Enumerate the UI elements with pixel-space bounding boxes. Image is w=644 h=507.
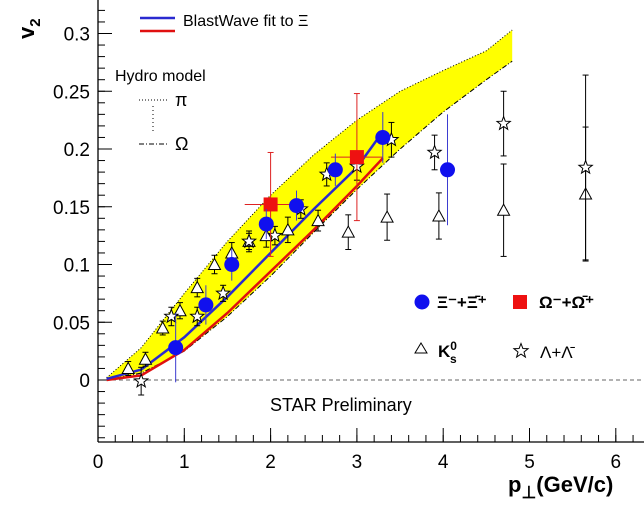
legend-k0s-sup: 0 bbox=[450, 339, 457, 353]
xi-point bbox=[375, 129, 391, 145]
legend-k0s-marker bbox=[414, 342, 428, 354]
legend-layer: BlastWave fit to Ξ Hydro model π Ω Ξ⁻+Ξ̄… bbox=[115, 13, 594, 415]
x-tick-label: 0 bbox=[93, 452, 104, 473]
axis-labels-layer: v2 p⊥(GeV/c) bbox=[14, 18, 613, 502]
lambda-point bbox=[426, 144, 443, 160]
y-axis-label-sub: 2 bbox=[27, 18, 44, 26]
legend-k0s-main: K bbox=[438, 342, 451, 361]
k0s-point bbox=[281, 222, 295, 236]
legend-xi-label: Ξ⁻+Ξ̄⁺ bbox=[437, 293, 487, 312]
x-tick-label: 3 bbox=[352, 452, 363, 473]
blastwave-red-curve bbox=[106, 157, 384, 382]
lambda-point bbox=[266, 227, 283, 243]
omega-point bbox=[263, 197, 278, 212]
y-tick-label: 0 bbox=[79, 371, 90, 392]
xi-point bbox=[258, 216, 274, 232]
k0s-point bbox=[173, 303, 187, 317]
legend-hydro-pi-label: π bbox=[175, 90, 187, 110]
x-tick-label: 6 bbox=[611, 452, 622, 473]
k0s-point bbox=[121, 361, 136, 374]
xi-point bbox=[198, 297, 214, 313]
lambda-point bbox=[215, 284, 232, 301]
legend-omega-label: Ω⁻+Ω̄⁺ bbox=[539, 293, 594, 312]
legend-star-shape bbox=[512, 342, 530, 359]
k0s-point bbox=[138, 352, 153, 365]
y-axis-label: v2 bbox=[14, 18, 44, 39]
lambda-point bbox=[495, 115, 512, 131]
y-tick-label: 0.25 bbox=[53, 82, 90, 103]
lambda-point bbox=[241, 232, 258, 249]
x-axis-label-unit: (GeV/c) bbox=[536, 472, 613, 497]
k0s-point bbox=[311, 213, 325, 227]
legend-blastwave-label: BlastWave fit to Ξ bbox=[183, 13, 308, 30]
y-tick-label: 0.3 bbox=[64, 25, 90, 46]
y-axis-label-main: v bbox=[14, 26, 39, 39]
data-points-layer bbox=[121, 74, 594, 396]
x-tick-label: 1 bbox=[179, 452, 190, 473]
xi-point bbox=[168, 340, 184, 356]
x-tick-label: 2 bbox=[265, 452, 276, 473]
legend-k0s-label: K0 s bbox=[438, 339, 457, 366]
k0s-point bbox=[432, 208, 446, 222]
x-axis-label-main: p bbox=[508, 472, 521, 497]
k0s-point bbox=[207, 257, 222, 270]
y-tick-label: 0.05 bbox=[53, 313, 90, 334]
legend-k0s-sub: s bbox=[450, 352, 457, 366]
omega-point bbox=[349, 150, 364, 165]
legend-lambda-marker bbox=[512, 342, 530, 359]
legend-lambda-label: Λ+Λ̄ bbox=[540, 343, 576, 362]
k0s-point bbox=[380, 210, 394, 223]
legend-xi-marker bbox=[414, 294, 430, 310]
k0s-point bbox=[190, 280, 205, 294]
y-tick-label: 0.15 bbox=[53, 198, 90, 219]
k0s-point bbox=[341, 225, 356, 238]
xi-point bbox=[224, 257, 240, 272]
y-tick-label: 0.2 bbox=[64, 140, 90, 161]
legend-omega-marker bbox=[513, 295, 527, 309]
xi-point bbox=[288, 198, 304, 214]
legend-hydro-omega-label: Ω bbox=[175, 134, 188, 154]
x-axis-label: p⊥(GeV/c) bbox=[508, 472, 613, 502]
x-tick-label: 5 bbox=[524, 452, 535, 473]
axes-layer: 0 0.05 0.1 0.15 0.2 0.25 0.3 0 1 2 3 4 5 6 bbox=[53, 0, 644, 473]
xi-point bbox=[440, 162, 456, 178]
lambda-point bbox=[577, 159, 594, 175]
legend-hydro-title: Hydro model bbox=[115, 68, 206, 85]
star-preliminary-annotation: STAR Preliminary bbox=[270, 395, 412, 415]
hydro-band-fill bbox=[106, 30, 513, 380]
lambda-point bbox=[163, 308, 180, 324]
k0s-point bbox=[155, 320, 170, 334]
k0s-point bbox=[496, 203, 511, 216]
lambda-point bbox=[189, 308, 206, 324]
x-axis-label-sub: ⊥ bbox=[521, 483, 536, 502]
y-tick-label: 0.1 bbox=[64, 256, 90, 277]
xi-point bbox=[327, 162, 343, 178]
lambda-point bbox=[133, 372, 150, 388]
x-tick-label: 4 bbox=[438, 452, 449, 473]
